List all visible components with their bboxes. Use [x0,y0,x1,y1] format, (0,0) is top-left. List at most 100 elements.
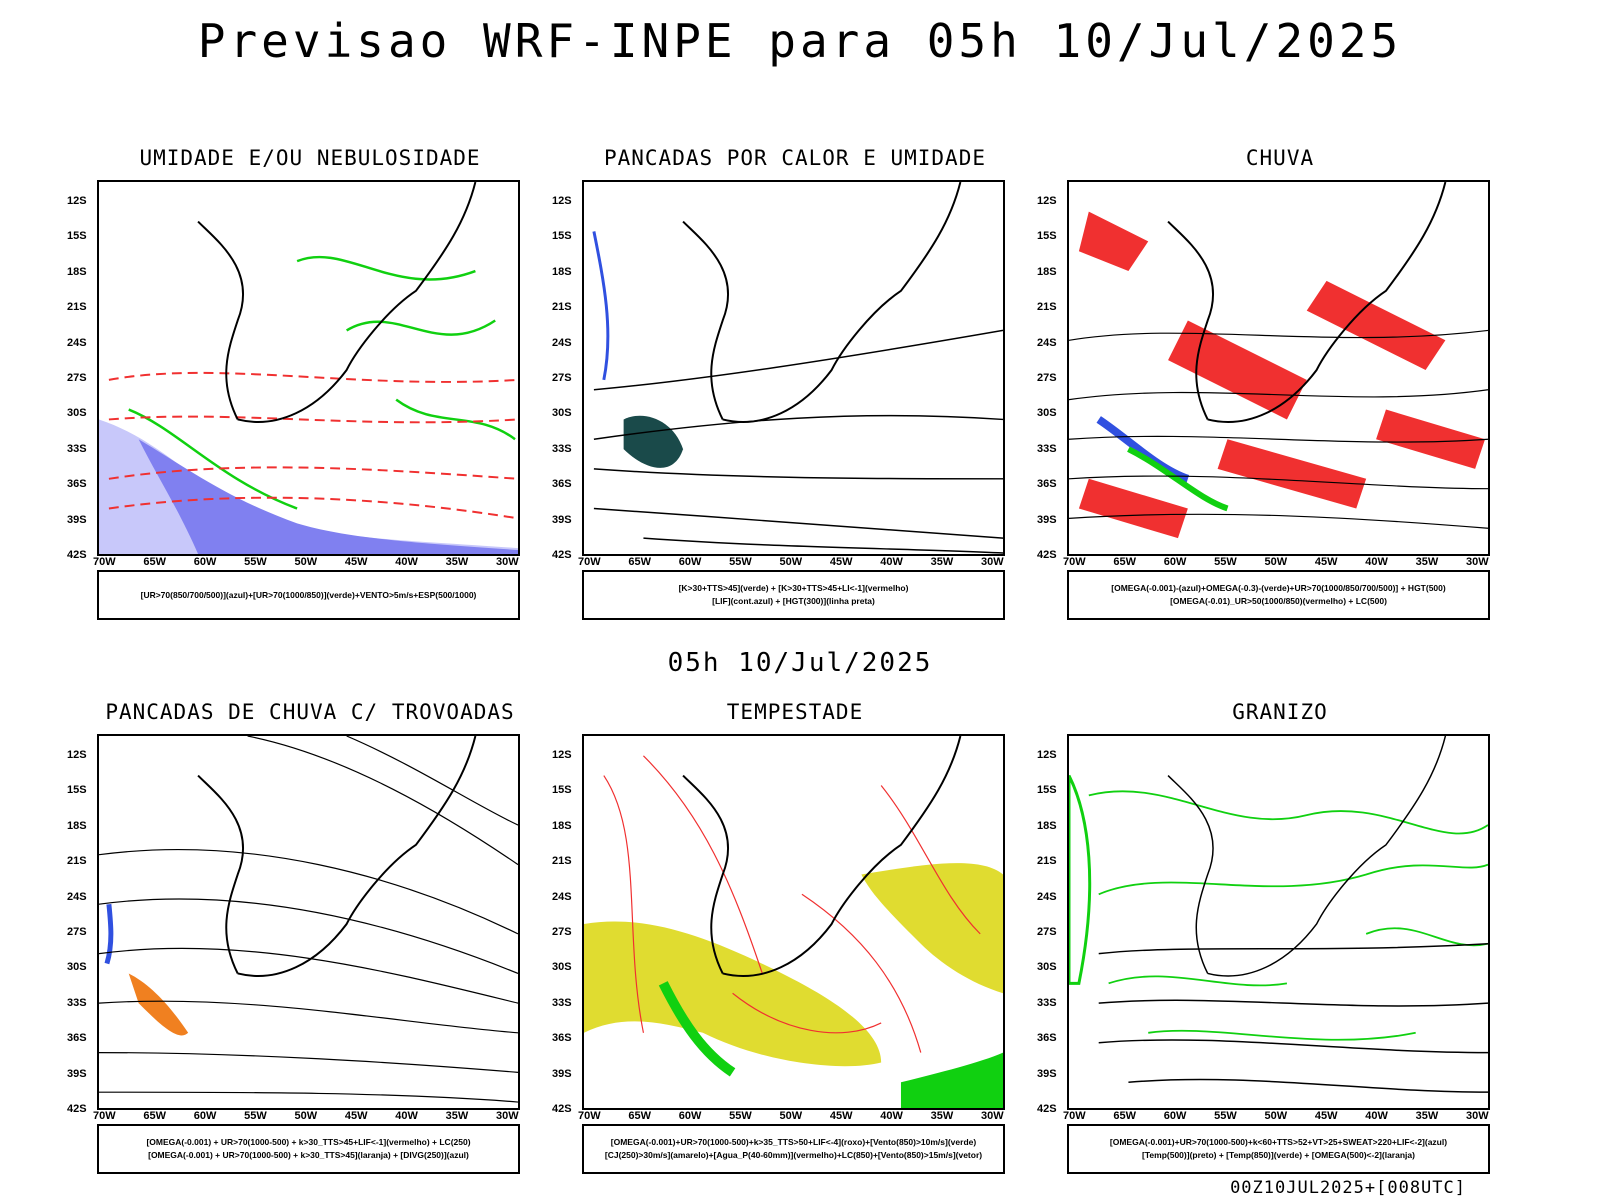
lat-tick-label: 42S [67,549,87,561]
lat-tick-label: 27S [1037,372,1057,384]
lat-tick-label: 33S [1037,442,1057,455]
panel-legend: [OMEGA(-0.001)-(azul)+OMEGA(-0.3)-(verde… [1067,570,1490,620]
lon-tick-label: 55W [244,1110,267,1122]
lon-tick-label: 60W [1163,1110,1187,1122]
lon-tick-label: 35W [930,1110,954,1122]
footer-run-label: 00Z10JUL2025+[008UTC] [1230,1178,1466,1198]
lat-tick-label: 24S [552,336,572,349]
lat-tick-label: 33S [552,996,572,1009]
lat-tick-label: 24S [67,336,87,349]
lat-tick-label: 21S [67,855,87,868]
lat-tick-label: 15S [1037,230,1057,243]
lon-tick-label: 40W [1365,1110,1388,1122]
lat-tick-label: 30S [67,961,87,974]
panel-legend: [UR>70(850/700/500)](azul)+[UR>70(1000/8… [97,570,520,620]
map-plot [582,734,1005,1110]
lat-tick-label: 12S [552,749,572,761]
lon-tick-label: 70W [578,1110,601,1122]
lon-tick-label: 45W [1314,556,1338,568]
lon-tick-label: 65W [143,1110,166,1122]
lon-tick-label: 30W [496,1110,519,1122]
lat-tick-label: 18S [1037,819,1057,832]
lat-tick-label: 30S [552,407,572,420]
lat-tick-label: 33S [67,996,87,1009]
panel-granizo: GRANIZO [OMEGA(-0.001)+UR>70(1000-500)+k… [1030,700,1530,1200]
map-plot [97,180,520,556]
lon-tick-label: 45W [829,1110,853,1122]
lon-tick-label: 45W [344,556,368,568]
lon-tick-label: 70W [1063,556,1086,568]
legend-line: [K>30+TTS>45](verde) + [K>30+TTS>45+LI<-… [678,583,909,593]
lon-tick-label: 55W [729,1110,752,1122]
legend-line: [UR>70(850/700/500)](azul)+[UR>70(1000/8… [140,589,477,600]
lon-tick-label: 60W [193,1110,217,1122]
map-plot [97,734,520,1110]
lon-tick-label: 70W [1063,1110,1086,1122]
lon-tick-label: 70W [578,556,601,568]
lat-tick-label: 12S [67,749,87,761]
lat-tick-label: 36S [1037,1032,1057,1045]
lat-tick-label: 24S [1037,890,1057,903]
lon-tick-label: 35W [930,556,954,568]
lon-tick-label: 50W [294,1110,318,1122]
lat-tick-label: 42S [1037,549,1057,561]
lat-tick-label: 36S [67,478,87,491]
lon-tick-label: 50W [294,556,318,568]
lon-tick-label: 35W [445,556,469,568]
lat-tick-label: 24S [1037,336,1057,349]
lon-tick-label: 60W [1163,556,1187,568]
lat-tick-label: 24S [552,890,572,903]
legend-line: [OMEGA(-0.001) + UR>70(1000-500) + k>30_… [146,1137,471,1147]
panel-legend: [K>30+TTS>45](verde) + [K>30+TTS>45+LI<-… [582,570,1005,620]
lon-tick-label: 55W [729,556,752,568]
panel-title: UMIDADE E/OU NEBULOSIDADE [139,146,481,170]
lon-tick-label: 65W [1113,1110,1136,1122]
lon-tick-label: 50W [779,556,803,568]
map-plot [1067,734,1490,1110]
legend-line: [OMEGA(-0.001)+UR>70(1000-500)+k>35_TTS>… [610,1137,977,1147]
lat-tick-label: 12S [552,195,572,207]
lat-tick-label: 18S [67,819,87,832]
lat-tick-label: 39S [67,513,87,526]
lat-tick-label: 18S [1037,265,1057,278]
lon-tick-label: 60W [193,556,217,568]
lon-tick-label: 60W [678,556,702,568]
panel-legend: [OMEGA(-0.001)+UR>70(1000-500)+k>35_TTS>… [582,1124,1005,1174]
lon-tick-label: 30W [1466,556,1489,568]
lon-tick-label: 35W [1415,556,1439,568]
panel-title: GRANIZO [1232,700,1328,724]
lon-tick-label: 55W [1214,1110,1237,1122]
lat-tick-label: 18S [552,819,572,832]
lat-tick-label: 36S [67,1032,87,1045]
lon-tick-label: 30W [981,1110,1004,1122]
lat-tick-label: 12S [1037,195,1057,207]
panel-title: TEMPESTADE [726,700,864,724]
lat-tick-label: 27S [552,372,572,384]
lat-tick-label: 27S [67,926,87,938]
lat-tick-label: 15S [1037,784,1057,797]
lat-tick-label: 21S [552,855,572,868]
lat-tick-label: 39S [1037,1067,1057,1080]
lon-tick-label: 45W [829,556,853,568]
map-plot [1067,180,1490,556]
map-plot [582,180,1005,556]
lat-tick-label: 15S [552,784,572,797]
lat-tick-label: 30S [1037,407,1057,420]
lon-tick-label: 55W [1214,556,1237,568]
panel-tempestade: TEMPESTADE [OMEGA(-0.001)+UR>70(1000-500… [545,700,1045,1200]
lat-tick-label: 33S [1037,996,1057,1009]
legend-line: [CJ(250)>30m/s](amarelo)+[Agua_P(40-60mm… [604,1150,983,1160]
lat-tick-label: 33S [552,442,572,455]
lon-tick-label: 35W [445,1110,469,1122]
lat-tick-label: 33S [67,442,87,455]
lon-tick-label: 65W [628,1110,651,1122]
legend-line: [OMEGA(-0.001) + UR>70(1000-500) + k>30_… [148,1150,469,1160]
lat-tick-label: 39S [67,1067,87,1080]
lat-tick-label: 36S [552,1032,572,1045]
lat-tick-label: 21S [1037,301,1057,314]
lat-tick-label: 39S [552,513,572,526]
main-title: Previsao WRF-INPE para 05h 10/Jul/2025 [197,14,1403,68]
lat-tick-label: 27S [1037,926,1057,938]
lat-tick-label: 21S [552,301,572,314]
lat-tick-label: 30S [552,961,572,974]
